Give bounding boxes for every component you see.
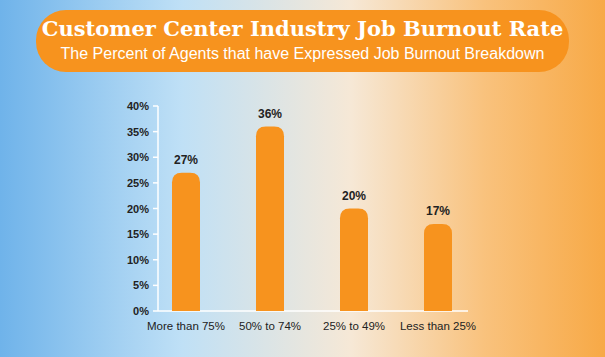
y-tick-label: 0% <box>133 305 149 317</box>
y-tick <box>153 259 158 261</box>
y-tick-label: 25% <box>127 177 149 189</box>
x-tick-label: 25% to 49% <box>323 320 385 332</box>
y-tick <box>153 157 158 159</box>
subtitle: The Percent of Agents that have Expresse… <box>36 43 569 65</box>
y-tick-label: 5% <box>133 279 149 291</box>
bar <box>256 127 284 312</box>
bars <box>172 127 452 312</box>
y-tick-label: 20% <box>127 203 149 215</box>
data-label: 17% <box>426 204 450 218</box>
y-tick <box>153 310 158 312</box>
data-label: 27% <box>174 153 198 167</box>
page: {"chart_data": {"type": "bar", "title": … <box>0 0 605 357</box>
bar <box>340 209 368 312</box>
x-tick-label: 50% to 74% <box>239 320 301 332</box>
y-tick-label: 35% <box>127 126 149 138</box>
y-tick <box>153 233 158 235</box>
y-tick-label: 30% <box>127 151 149 163</box>
y-tick <box>153 131 158 133</box>
y-tick <box>153 285 158 287</box>
title: Customer Center Industry Job Burnout Rat… <box>36 16 569 42</box>
bar <box>424 224 452 311</box>
y-tick <box>153 182 158 184</box>
y-tick-label: 10% <box>127 254 149 266</box>
data-label: 36% <box>258 107 282 121</box>
x-tick-label: More than 75% <box>147 320 225 332</box>
bar <box>172 173 200 311</box>
y-tick-label: 40% <box>127 100 149 112</box>
y-tick <box>153 105 158 107</box>
x-tick-label: Less than 25% <box>400 320 476 332</box>
labels: 27% More than 75% 36% 50% to 74% 20% 25% to 4… <box>147 107 476 333</box>
y-tick <box>153 208 158 210</box>
data-label: 20% <box>342 189 366 203</box>
title-banner: Customer Center Industry Job Burnout Rat… <box>36 10 569 72</box>
y-tick-label: 15% <box>127 228 149 240</box>
x-axis <box>158 310 468 312</box>
chart: 0% 5% 10% 15% 20% 25% 30% 35% 40% 27% More than 75… <box>0 0 605 357</box>
